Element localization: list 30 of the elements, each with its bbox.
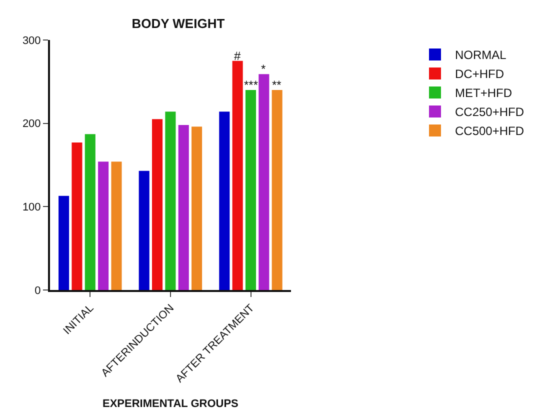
y-tick-label: 200: [22, 118, 41, 130]
bar: [219, 112, 230, 290]
y-tick-label: 300: [22, 34, 41, 47]
bar: [178, 125, 189, 290]
bar: [111, 162, 122, 290]
legend-label: NORMAL: [455, 48, 507, 62]
bar: [258, 74, 270, 290]
chart-title: BODY WEIGHT: [132, 16, 225, 31]
bar: [245, 90, 256, 290]
legend-label: DC+HFD: [455, 67, 504, 82]
bar: [152, 119, 163, 290]
legend-label: CC500+HFD: [455, 124, 524, 138]
bar: [72, 142, 82, 290]
y-tick-label: 100: [22, 202, 41, 214]
bar: [84, 134, 96, 290]
y-tick-label: 0: [34, 284, 41, 297]
annotation: ***: [244, 78, 258, 92]
x-axis-title: EXPERIMENTAL GROUPS: [102, 398, 238, 410]
bar: [192, 126, 202, 290]
bar: [58, 196, 70, 290]
bar: [272, 90, 282, 290]
annotation: #: [234, 49, 241, 63]
bar: [165, 112, 176, 290]
legend-label: MET+HFD: [455, 86, 512, 100]
annotation: *: [261, 62, 266, 76]
bar: [98, 162, 109, 290]
bar: [138, 170, 150, 290]
legend-label: CC250+HFD: [455, 105, 524, 120]
bar: [232, 60, 243, 290]
annotation: **: [272, 78, 282, 92]
